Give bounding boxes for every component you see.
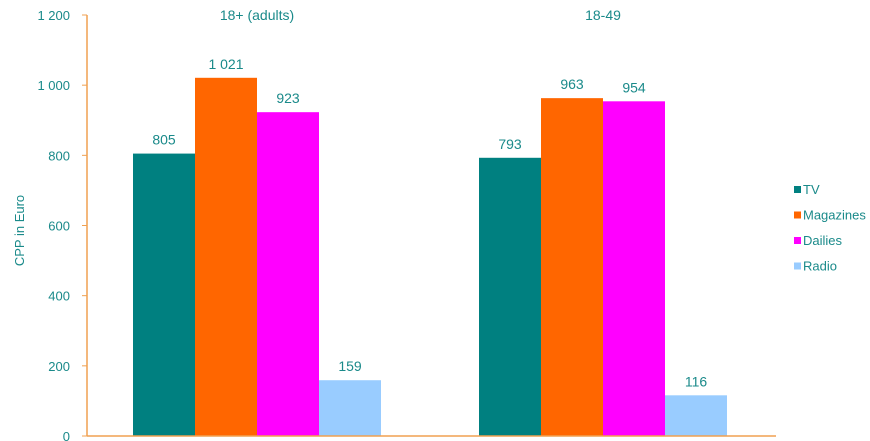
- data-label-magazines-1: 963: [560, 76, 584, 92]
- category-label-1: 18-49: [585, 7, 621, 23]
- bar-dailies-1: [603, 101, 665, 437]
- bar-radio-1: [665, 395, 727, 436]
- data-label-tv-0: 805: [152, 132, 176, 148]
- y-tick-label: 0: [63, 429, 70, 441]
- legend-swatch-tv: [794, 186, 801, 193]
- bars-layer: [133, 77, 727, 437]
- legend-label-dailies: Dailies: [803, 233, 843, 248]
- legend: TV Magazines Dailies Radio: [794, 182, 866, 274]
- y-tick-label: 800: [48, 148, 70, 163]
- legend-swatch-magazines: [794, 211, 801, 219]
- bar-radio-0: [319, 380, 381, 436]
- data-label-radio-1: 116: [685, 373, 708, 389]
- bar-tv-0: [133, 153, 195, 436]
- legend-swatch-radio: [794, 262, 801, 270]
- labels-layer: 805 1 021 923 159 18+ (adults) 793 963 954 116 18…: [152, 7, 707, 389]
- y-tick-label: 400: [48, 289, 70, 304]
- data-label-dailies-1: 954: [622, 79, 646, 95]
- y-tick-label: 600: [48, 219, 70, 234]
- category-label-0: 18+ (adults): [220, 7, 294, 23]
- y-tick-label: 1 000: [37, 78, 70, 93]
- legend-label-tv: TV: [803, 182, 820, 197]
- legend-label-magazines: Magazines: [803, 208, 866, 223]
- bar-magazines-1: [541, 98, 603, 437]
- bar-magazines-0: [195, 77, 257, 436]
- legend-swatch-dailies: [794, 237, 801, 244]
- data-label-magazines-0: 1 021: [208, 56, 243, 72]
- data-label-radio-0: 159: [338, 358, 362, 374]
- legend-label-radio: Radio: [803, 259, 837, 274]
- y-tick-label: 1 200: [37, 8, 70, 23]
- data-label-tv-1: 793: [498, 136, 522, 152]
- y-tick-label: 200: [48, 359, 70, 374]
- axis-layer: 0 200 400 600 800 1 000 1 200 CPP in Euro: [12, 8, 776, 441]
- y-axis-title: CPP in Euro: [12, 195, 27, 266]
- bar-dailies-0: [257, 112, 319, 436]
- bar-tv-1: [479, 157, 541, 436]
- data-label-dailies-0: 923: [276, 90, 300, 106]
